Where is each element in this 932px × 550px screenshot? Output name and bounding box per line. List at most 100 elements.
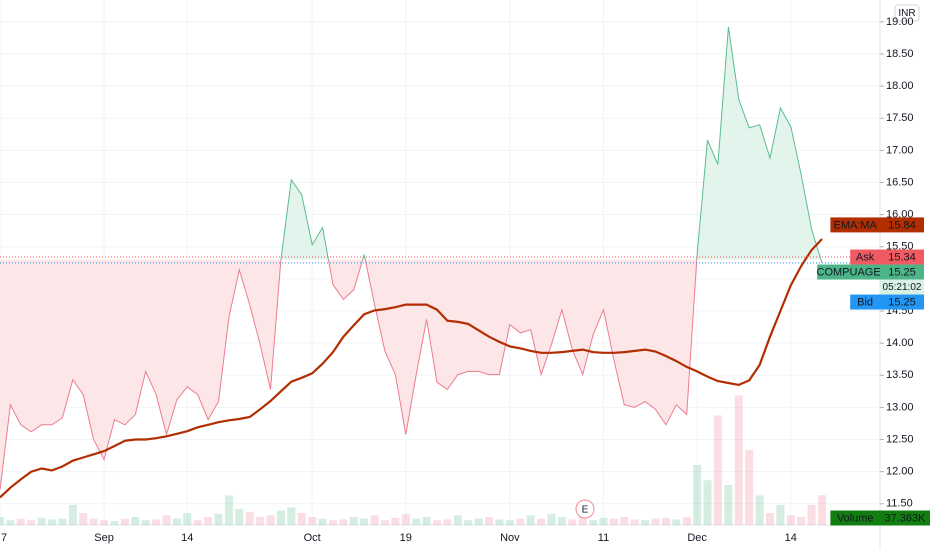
x-tick-label: Sep [94,532,114,544]
x-tick-label: 14 [785,532,797,544]
volume-bar [141,520,150,525]
volume-bar [661,517,670,525]
currency: INR [898,8,915,19]
y-tick-label: 11.50 [886,498,913,510]
volume-bar [100,520,109,525]
tag-label: Ask [856,251,875,263]
volume-bar [433,520,442,525]
y-tick-label: 18.50 [886,48,914,60]
volume-bar [818,495,826,525]
volume-bar [589,520,598,525]
volume-bar [162,515,171,525]
volume-bar [505,520,514,525]
tag-label-box [817,264,880,280]
volume-bar [68,504,77,525]
tag-label: EMA:MA [833,219,877,231]
plot-layer [0,0,880,525]
volume-tag-label: Volume [837,512,874,524]
volume-bar [276,510,285,525]
volume-bar [620,516,629,525]
tag-value-box [880,217,924,233]
volume-bar [401,513,410,525]
volume-bar [641,520,650,525]
volume-bar [287,507,296,525]
volume-bar [703,480,712,525]
volume-bar [214,513,223,525]
volume-bar [380,520,389,525]
volume-bar [193,520,202,525]
volume-bar [224,495,233,525]
y-tick-label: 12.50 [886,433,914,445]
volume-bar [172,518,181,525]
volume-bar [391,517,400,525]
tag-value: 15.34 [888,251,916,263]
tag-value: 15.84 [888,219,916,231]
y-tick-label: 18.00 [886,80,914,92]
volume-bar [349,516,358,525]
volume-bar [27,520,36,525]
volume-bar [79,512,88,525]
volume-bar [422,516,431,525]
x-tick-label: Oct [304,532,321,544]
volume-bar [266,515,275,525]
volume-bar [120,518,129,525]
volume-bar [776,504,785,525]
x-tick-label: Nov [500,532,520,544]
volume-bar [0,516,4,525]
volume-bar [412,518,421,525]
volume-bar [6,520,15,525]
volume-bar [48,519,57,525]
volume-bar [547,513,556,525]
y-tick-label: 13.00 [886,401,914,413]
x-tick-label: 19 [400,532,412,544]
y-tick-label: 17.00 [886,144,914,156]
volume-tag-label-box [830,510,880,526]
earnings-marker-label: E [582,505,589,516]
volume-bar [474,518,483,525]
volume-tag-value-box [880,510,930,526]
x-tick-label: 11 [598,532,609,544]
volume-bar [453,515,462,525]
y-tick-label: 12.00 [886,466,914,478]
volume-bar [131,516,140,525]
countdown-box [880,279,924,295]
tag-label-box [830,217,880,233]
y-tick-label: 17.50 [886,112,914,124]
y-tick-label: 16.50 [886,176,914,188]
volume-bar [755,495,764,525]
x-tick-label: 14 [181,532,193,544]
volume-bar [370,515,379,525]
volume-bar [308,516,317,525]
volume-bar [807,504,816,525]
tag-value-box [880,294,924,310]
volume-bar [568,519,577,525]
currency-box[interactable] [894,4,920,22]
volume-bar [495,519,504,525]
volume-bar [682,516,691,525]
volume-bar [713,415,722,525]
volume-bar [672,519,681,525]
x-tick-label: Dec [687,532,707,544]
volume-bar [526,515,535,525]
tag-value: 15.25 [888,296,916,308]
volume-bar [786,515,795,525]
tag-label: COMPUAGE [817,266,881,278]
volume-bar [245,512,254,525]
volume-tag-value: 37.363K [885,512,927,524]
volume-bar [765,512,774,525]
volume-bar [204,516,213,525]
volume-bar [797,516,806,525]
x-tick-label: 7 [1,532,7,544]
volume-bar [152,519,161,525]
volume-bar [16,518,25,525]
volume-bar [360,518,369,525]
volume-bar [578,515,587,525]
tag-value-box [880,249,924,265]
earnings-marker [575,499,595,519]
tag-label: Bid [857,296,873,308]
volume-bar [516,518,525,525]
volume-bar [183,512,192,525]
tag-label-box [850,294,880,310]
tag-value-box [880,264,924,280]
